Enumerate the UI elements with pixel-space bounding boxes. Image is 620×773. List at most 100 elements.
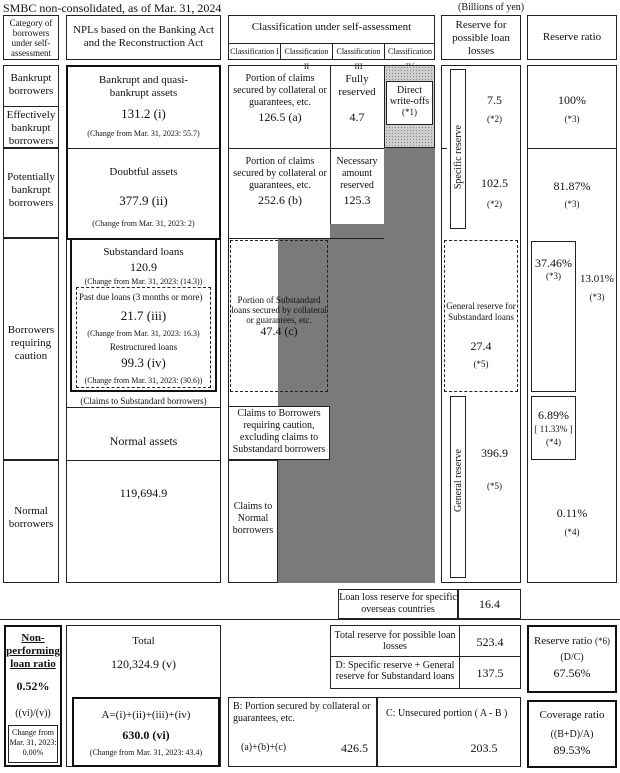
ratio-substandard-note: (*3) [546,271,561,281]
general-sub-label: General reserve for Substandard loans [446,301,516,322]
npl-restructured-label: Restructured loans [109,342,178,352]
npl-doubtful-label: Doubtful assets [109,166,178,178]
npl-past-due-change: (Change from Mar. 31, 2023: 16.3) [87,329,200,338]
claims-caution-box: Claims to Borrowers requiring caution, e… [228,406,330,460]
npl-ratio-box: Non-performing loan ratio 0.52% ((vi)/(v… [4,625,62,767]
reserve-ratio-label: Reserve ratio [533,635,593,647]
overseas-value-box: 16.4 [458,589,521,619]
specific-reserve-1: 7.5 [487,93,502,107]
c-label: C: Unsecured portion ( A - B ) [386,708,508,719]
category-potentially-bankrupt: Potentially bankrupt borrowers [3,148,59,238]
a-formula: A=(i)+(ii)+(iii)+(iv) [101,709,191,721]
b-formula: (a)+(b)+(c) [241,742,287,753]
ratio-caution: 6.89% [538,408,569,422]
ratio-bankrupt: 100% [558,93,586,107]
ratio-caution-total: 13.01% [580,273,614,285]
total-reserve-label: Total reserve for possible loan losses [334,630,456,652]
general-sub-note: (*5) [473,359,489,369]
npl-past-due-box: Past due loans (3 months or more) 21.7 (… [76,287,211,388]
ratio-bankrupt-note: (*3) [564,114,580,124]
direct-writeoffs-label: Direct write-offs [389,85,430,107]
reserve-column [441,65,521,583]
npl-bq-change: (Change from Mar. 31, 2023: 55.7) [87,129,200,138]
general-sub-box: General reserve for Substandard loans 27… [444,240,518,392]
npl-bq-doubtful-box: Bankrupt and quasi-bankrupt assets 131.2… [66,65,221,240]
reserve-ratio-note: (*6) [595,636,611,646]
specific-reserve-2: 102.5 [481,176,508,190]
ratio-column [527,65,617,583]
secured-label-2: Portion of claims secured by collateral … [233,156,327,191]
ratio-normal: 0.11% [556,506,588,520]
npl-restructured-change: (Change from Mar. 31, 2023: (30.6)) [84,376,203,385]
npl-claims-substandard: (Claims to Substandard borrowers) [80,396,207,406]
specific-reserve-1-note: (*2) [487,114,502,124]
npl-past-due-value: 21.7 (iii) [120,308,167,323]
npl-substandard-label: Substandard loans [103,246,184,258]
npl-restructured-value: 99.3 (iv) [121,355,166,370]
necessary-reserved-value: 125.3 [343,193,371,207]
ratio-caution-box: 6.89% [ 11.33% ] (*4) [531,396,576,460]
header-npl: NPLs based on the Banking Act and the Re… [66,15,221,60]
general-reserve-box: General reserve [450,396,466,578]
ratio-substandard-box: 37.46% (*3) [531,241,576,392]
page-title: SMBC non-consolidated, as of Mar. 31, 20… [3,1,222,15]
header-category: Category of borrowers under self-assessm… [3,15,59,60]
npl-substandard-value: 120.9 [130,260,157,274]
npl-normal-value: 119,694.9 [119,486,168,500]
npl-substandard-box: Substandard loans 120.9 (Change from Mar… [70,240,217,392]
overseas-label-box: Loan loss reserve for specific overseas … [338,589,458,619]
ratio-caution-total-note: (*3) [589,292,605,302]
general-sub-value: 27.4 [470,339,492,353]
coverage-ratio-box: Coverage ratio ((B+D)/A) 89.53% [527,700,617,768]
ratio-potentially: 81.87% [553,179,591,193]
category-caution: Borrowers requiring caution [3,238,59,460]
npl-bq-label: Bankrupt and quasi-bankrupt assets [98,74,189,99]
header-self-assessment: Classification under self-assessment Cla… [228,15,435,71]
npl-bq-value: 131.2 (i) [121,106,166,121]
npl-past-due-label: Past due loans (3 months or more) [79,292,203,302]
b-box: B: Portion secured by collateral or guar… [228,697,377,767]
header-class-4: Classification IV [385,43,435,71]
header-ratio: Reserve ratio [527,15,617,60]
ratio-caution-note: (*4) [546,437,561,447]
npl-doubtful-change: (Change from Mar. 31, 2023: 2) [92,219,195,228]
a-value: 630.0 (vi) [122,728,170,742]
header-class-1: Classification I [229,43,281,60]
secured-value-2: 252.6 (b) [258,193,302,207]
substandard-secured-value: 47.4 (c) [260,324,298,338]
npl-ratio-formula: ((vi)/(v)) [15,708,51,719]
header-class-2: Classification II [281,43,333,71]
secured-value-1: 126.5 (a) [258,110,302,124]
npl-ratio-change: Change from Mar. 31, 2023: 0.00% [8,725,58,763]
fully-reserved-value: 4.7 [349,110,365,124]
npl-doubtful-value: 377.9 (ii) [119,193,168,208]
a-change: (Change from Mar. 31, 2023: 43.4) [89,748,203,757]
substandard-secured-label: Portion of Substandard loans secured by … [231,295,327,325]
general-reserve-note: (*5) [487,481,502,491]
specific-reserve-label: Specific reserve [453,125,464,190]
c-box: C: Unsecured portion ( A - B ) 203.5 [377,697,521,767]
npl-normal-assets: Normal assets [109,434,178,448]
a-box: A=(i)+(ii)+(iii)+(iv) 630.0 (vi) (Change… [72,697,220,767]
header-reserve: Reserve for possible loan losses [441,15,521,60]
substandard-secured-box: Portion of Substandard loans secured by … [230,240,328,392]
b-label: B: Portion secured by collateral or guar… [233,701,371,724]
coverage-label: Coverage ratio [539,709,605,721]
ratio-potentially-note: (*3) [564,199,580,209]
general-reserve-value: 396.9 [481,446,508,460]
fully-reserved-label: Fully reserved [338,73,376,98]
coverage-value: 89.53% [553,743,591,757]
reserve-summary-box: Total reserve for possible loan losses 5… [330,625,521,689]
general-reserve-label: General reserve [453,449,464,513]
direct-writeoffs-box: Direct write-offs (*1) [386,81,433,125]
npl-substandard-change: (Change from Mar. 31, 2023: (14.3)) [84,277,203,286]
reserve-ratio-box: Reserve ratio (*6) (D/C) 67.56% [527,625,617,693]
total-value: 120,324.9 (v) [111,657,176,671]
secured-label-1: Portion of claims secured by collateral … [233,73,327,108]
reserve-ratio-value: 67.56% [553,666,591,680]
header-class-3: Classification III [333,43,385,71]
category-bankrupt-group: Bankrupt borrowers Effectively bankrupt … [3,65,59,148]
d-label: D: Specific reserve + General reserve fo… [335,660,455,682]
ratio-normal-note: (*4) [564,527,580,537]
d-value: 137.5 [476,666,504,680]
